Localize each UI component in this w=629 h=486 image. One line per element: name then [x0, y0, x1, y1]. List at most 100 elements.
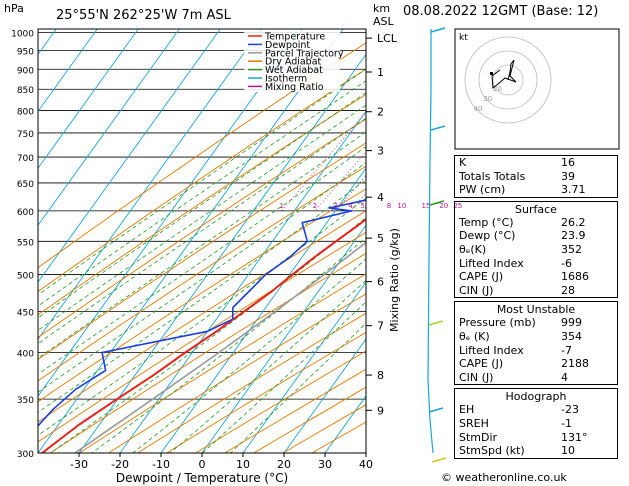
row-value: 16 — [561, 156, 575, 169]
wind-barbs — [427, 27, 447, 463]
isotherm-line — [38, 29, 180, 226]
wet-adiabat — [38, 146, 366, 375]
row-value: 2188 — [561, 357, 589, 371]
row-label: Pressure (mb) — [459, 316, 536, 330]
row-label: Totals Totals — [459, 169, 526, 183]
pressure-tick-800: 800 — [17, 107, 34, 117]
row-label: EH — [459, 403, 475, 417]
x-tick-label: 30 — [318, 458, 332, 471]
row-value: 999 — [561, 316, 582, 330]
height-unit-label: km — [373, 2, 390, 15]
row-value: -23 — [561, 403, 579, 417]
wet-adiabat — [38, 92, 366, 319]
mixing-ratio-label-3: 3 — [333, 202, 337, 210]
row-label: CIN (J) — [459, 370, 494, 384]
km-tick-1: 1 — [377, 66, 384, 79]
table-row: Lifted Index -6 — [455, 257, 617, 271]
mixing-ratio-label-4: 4 — [348, 202, 353, 210]
table-row: StmDir 131° — [455, 431, 617, 445]
km-tick-6: 6 — [377, 276, 384, 289]
pressure-tick-300: 300 — [17, 450, 34, 460]
legend-item-isotherm: Isotherm — [265, 74, 307, 85]
dry-adiabat — [38, 188, 366, 403]
dry-adiabat — [137, 312, 366, 453]
pressure-tick-550: 550 — [17, 238, 34, 248]
x-tick-label: 0 — [199, 458, 206, 471]
wet-adiabat — [202, 301, 366, 453]
dry-adiabat — [38, 231, 366, 443]
isotherm-line — [160, 167, 366, 453]
dry-adiabat — [38, 93, 366, 316]
hodograph-unit-label: kt — [459, 33, 468, 43]
x-tick-label: 10 — [236, 458, 250, 471]
dry-adiabat — [38, 210, 366, 423]
wind-barb — [429, 200, 445, 206]
pressure-tick-500: 500 — [17, 272, 34, 282]
chart-grid — [38, 29, 366, 453]
dry-adiabat — [166, 331, 366, 453]
row-label: SREH — [459, 416, 489, 430]
pressure-tick-850: 850 — [17, 86, 34, 96]
x-axis-label: Dewpoint / Temperature (°C) — [116, 471, 288, 485]
row-label: θₑ(K) — [459, 242, 487, 256]
most-unstable-title: Most Unstable — [496, 303, 576, 317]
mixing-ratio-labels: 1 2 3 4 5 8 10 15 20 25 — [280, 202, 463, 210]
pressure-unit-label: hPa — [4, 2, 24, 15]
row-value: 1686 — [561, 270, 589, 284]
x-tick-label: -30 — [70, 458, 88, 471]
row-label: CAPE (J) — [459, 270, 504, 284]
km-tick-2: 2 — [377, 106, 384, 119]
isotherm-line — [201, 224, 366, 453]
row-label: CAPE (J) — [459, 357, 504, 371]
isotherm-line — [38, 29, 344, 453]
series-dewpoint — [38, 199, 366, 427]
table-row: CAPE (J) 1686 — [455, 270, 617, 284]
hodograph-ring-label-30: 30 — [483, 95, 492, 103]
hodograph-title: Hodograph — [505, 390, 567, 404]
mixing-ratio-label-15: 15 — [422, 202, 431, 210]
pressure-tick-750: 750 — [17, 130, 34, 140]
isotherm-line — [38, 29, 262, 340]
row-label: K — [459, 156, 467, 169]
hodograph-trace — [491, 59, 517, 89]
wind-barb — [430, 125, 446, 131]
x-tick-label: -20 — [111, 458, 129, 471]
most-unstable-table: Most Unstable Pressure (mb) 999 θₑ (K) 354 L… — [454, 301, 618, 386]
km-tick-8: 8 — [377, 369, 384, 382]
series-temperature — [41, 218, 366, 453]
series-parcel-trajectory — [74, 241, 366, 453]
surface-table: Surface Temp (°C) 26.2 Dewp (°C) 23.9 θₑ(K) 3… — [454, 200, 618, 299]
row-value: 39 — [561, 169, 575, 183]
mixing-ratio-label-25: 25 — [453, 202, 462, 210]
hodograph-storm-marker — [490, 72, 493, 75]
row-value: -1 — [561, 416, 572, 430]
isotherm-line — [283, 338, 366, 453]
legend-item-dewpoint: Dewpoint — [265, 40, 310, 51]
pressure-tick-700: 700 — [17, 154, 34, 164]
hodograph-indices-table: Hodograph EH -23 SREH -1 StmDir 131° StmSpd (k… — [454, 388, 618, 459]
height-unit-label-asl: ASL — [373, 15, 395, 28]
row-label: Lifted Index — [459, 256, 524, 270]
wind-barb — [428, 407, 444, 413]
row-label: θₑ (K) — [459, 329, 490, 343]
table-row: Lifted Index -7 — [455, 344, 617, 358]
km-tick-7: 7 — [377, 320, 384, 333]
isotherm-line — [119, 110, 366, 453]
table-row: Pressure (mb) 999 — [455, 316, 617, 330]
isotherm-line — [242, 281, 366, 453]
row-value: 4 — [561, 370, 568, 384]
table-row: θₑ(K) 352 — [455, 243, 617, 257]
dry-adiabat — [38, 165, 366, 382]
mixing-ratio-label-20: 20 — [439, 202, 448, 210]
location-title: 25°55'N 262°25'W 7m ASL — [56, 8, 232, 23]
row-label: StmDir — [459, 430, 498, 444]
isotherm-line — [38, 29, 303, 397]
hodograph-ring-label-20: 20 — [493, 85, 502, 93]
wet-adiabat — [38, 80, 366, 307]
hodograph-frame — [454, 28, 620, 150]
table-row: CAPE (J) 2188 — [455, 357, 617, 371]
dry-adiabat — [50, 252, 366, 453]
row-value: 23.9 — [561, 229, 586, 243]
row-value: 10 — [561, 444, 575, 458]
